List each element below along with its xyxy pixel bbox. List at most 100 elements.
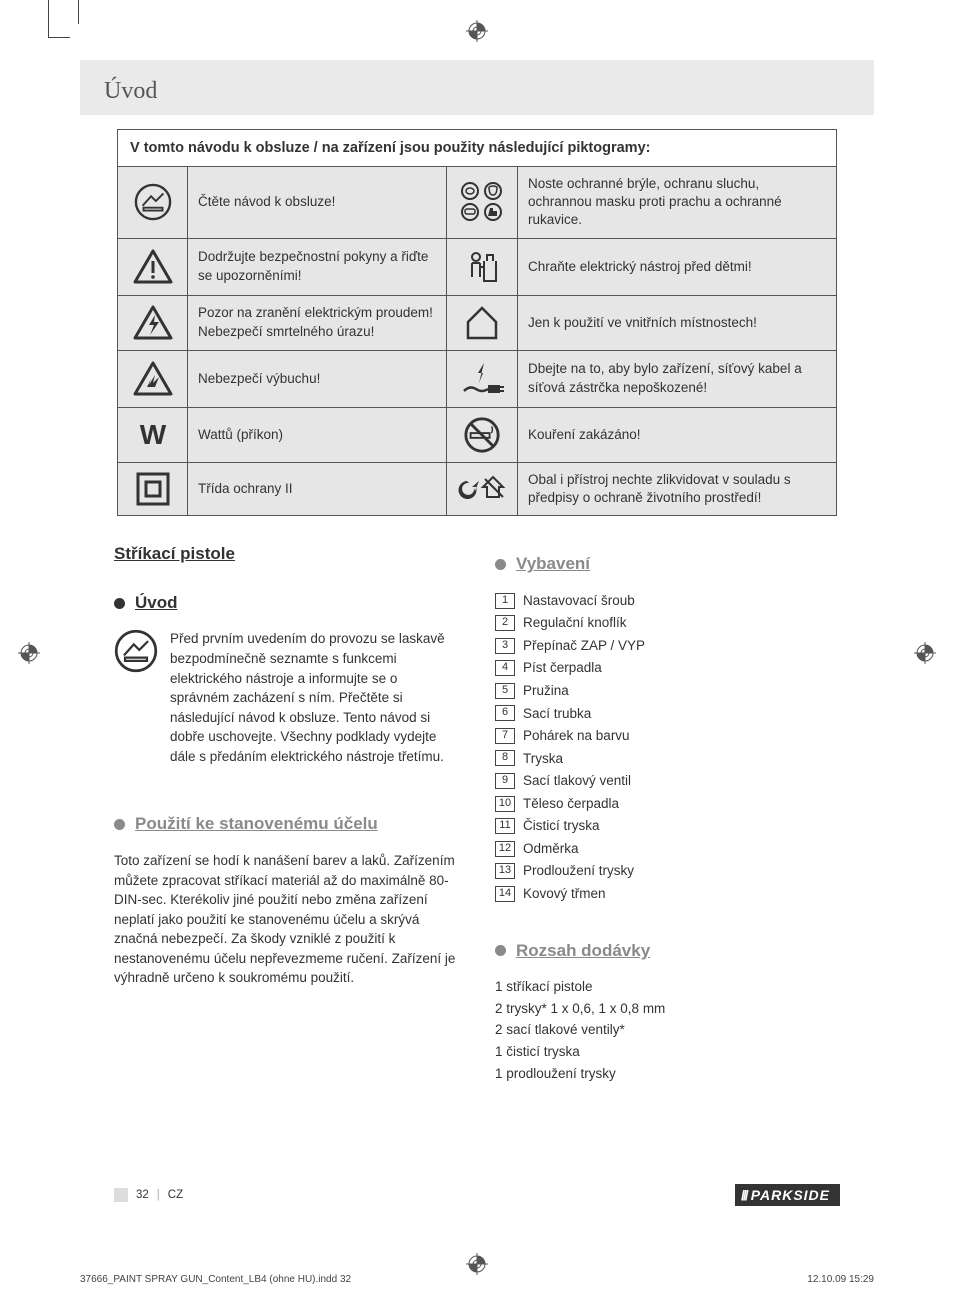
item-label: Čisticí tryska [523, 816, 600, 836]
item-number: 7 [495, 728, 515, 744]
list-item: 5 Pružina [495, 681, 840, 701]
explosion-icon [118, 350, 188, 407]
list-item: 6Sací trubka [495, 704, 840, 724]
registration-mark-icon [914, 642, 936, 664]
item-number: 12 [495, 841, 515, 857]
pictogram-row: Pozor na zranění elektrickým proudem! Ne… [118, 295, 837, 350]
list-item: 14 Kovový třmen [495, 884, 840, 904]
heading-text: Použití ke stanovenému účelu [135, 812, 378, 837]
item-number: 1 [495, 593, 515, 609]
list-item: 1 Nastavovací šroub [495, 591, 840, 611]
electric-shock-icon [118, 295, 188, 350]
pictogram-text: Chraňte elektrický nástroj před dětmi! [517, 238, 836, 295]
page-number-bar [114, 1188, 128, 1202]
page-footer: 32 | CZ ///PARKSIDE [114, 1184, 840, 1206]
pictogram-table-heading: V tomto návodu k obsluze / na zařízení j… [118, 130, 837, 167]
bullet-icon [495, 559, 506, 570]
item-label: Pohárek na barvu [523, 726, 630, 746]
keep-from-children-icon [446, 238, 517, 295]
page-title: Úvod [80, 60, 874, 115]
list-item: 9 Sací tlakový ventil [495, 771, 840, 791]
pictogram-table: V tomto návodu k obsluze / na zařízení j… [117, 129, 837, 516]
item-label: Regulační knoflík [523, 613, 627, 633]
recycle-icon [446, 462, 517, 515]
intended-use-paragraph: Toto zařízení se hodí k nanášení barev a… [114, 851, 459, 988]
list-item: 7 Pohárek na barvu [495, 726, 840, 746]
registration-mark-icon [466, 20, 488, 42]
item-number: 11 [495, 818, 515, 834]
print-metadata: 37666_PAINT SPRAY GUN_Content_LB4 (ohne … [80, 1274, 874, 1285]
pictogram-text: Čtěte návod k obsluze! [188, 167, 447, 239]
read-manual-icon [114, 629, 158, 784]
section-heading-supply: Rozsah dodávky [495, 939, 840, 964]
left-column: Stříkací pistole Úvod Před prvním uveden… [114, 542, 459, 1085]
list-item: 11 Čisticí tryska [495, 816, 840, 836]
language-code: CZ [168, 1189, 183, 1201]
item-label: Přepínač ZAP / VYP [523, 636, 645, 656]
product-title: Stříkací pistole [114, 542, 459, 567]
pictogram-row: W Wattů (příkon) Kouření zakázáno! [118, 407, 837, 462]
pictogram-row: Dodržujte bezpečnostní pokyny a řiďte se… [118, 238, 837, 295]
section-heading-equipment: Vybavení [495, 552, 840, 577]
page-content: Úvod V tomto návodu k obsluze / na zaříz… [80, 60, 874, 1230]
bullet-icon [495, 945, 506, 956]
watt-icon: W [118, 407, 188, 462]
item-number: 4 [495, 660, 515, 676]
list-item: 1 stříkací pistole [495, 977, 840, 997]
pictogram-text: Obal i přístroj nechte zlikvidovat v sou… [517, 462, 836, 515]
list-item: 12 Odměrka [495, 839, 840, 859]
class2-icon [118, 462, 188, 515]
item-label: Kovový třmen [523, 884, 606, 904]
page-number: 32 [136, 1189, 149, 1201]
section-heading-intro: Úvod [114, 591, 459, 616]
pictogram-text: Kouření zakázáno! [517, 407, 836, 462]
registration-mark-icon [18, 642, 40, 664]
pictogram-text: Nebezpečí výbuchu! [188, 350, 447, 407]
pictogram-row: Třída ochrany II Obal i přístroj nechte … [118, 462, 837, 515]
warning-icon [118, 238, 188, 295]
item-number: 14 [495, 886, 515, 902]
list-item: 2 trysky* 1 x 0,6, 1 x 0,8 mm [495, 999, 840, 1019]
item-label: Odměrka [523, 839, 579, 859]
crop-mark [78, 0, 79, 24]
list-item: 3Přepínač ZAP / VYP [495, 636, 840, 656]
list-item: 13Prodloužení trysky [495, 861, 840, 881]
pictogram-text: Třída ochrany II [188, 462, 447, 515]
bullet-icon [114, 819, 125, 830]
item-number: 9 [495, 773, 515, 789]
crop-mark [48, 0, 70, 38]
ppe-icon [446, 167, 517, 239]
item-label: Tryska [523, 749, 563, 769]
item-number: 10 [495, 796, 515, 812]
pictogram-text: Jen k použití ve vnitřních místnostech! [517, 295, 836, 350]
item-number: 8 [495, 750, 515, 766]
brand-logo: ///PARKSIDE [735, 1184, 840, 1206]
damaged-cord-icon [446, 350, 517, 407]
right-column: Vybavení 1 Nastavovací šroub 2 Regulační kn… [495, 542, 840, 1085]
pictogram-text: Wattů (příkon) [188, 407, 447, 462]
item-label: Sací tlakový ventil [523, 771, 631, 791]
item-label: Píst čerpadla [523, 658, 602, 678]
item-number: 5 [495, 683, 515, 699]
list-item: 2 Regulační knoflík [495, 613, 840, 633]
item-label: Pružina [523, 681, 569, 701]
item-label: Sací trubka [523, 704, 591, 724]
list-item: 10Těleso čerpadla [495, 794, 840, 814]
indoor-use-icon [446, 295, 517, 350]
list-item: 1 prodloužení trysky [495, 1064, 840, 1084]
no-smoking-icon [446, 407, 517, 462]
intro-paragraph: Před prvním uvedením do provozu se laska… [170, 629, 459, 766]
svg-text:W: W [139, 420, 166, 450]
pictogram-text: Pozor na zranění elektrickým proudem! Ne… [188, 295, 447, 350]
item-label: Prodloužení trysky [523, 861, 634, 881]
list-item: 4 Píst čerpadla [495, 658, 840, 678]
heading-text: Rozsah dodávky [516, 939, 650, 964]
registration-mark-icon [466, 1253, 488, 1275]
item-label: Nastavovací šroub [523, 591, 635, 611]
heading-text: Úvod [135, 591, 178, 616]
pictogram-row: Nebezpečí výbuchu! Dbejte na to, aby byl… [118, 350, 837, 407]
print-file: 37666_PAINT SPRAY GUN_Content_LB4 (ohne … [80, 1274, 351, 1285]
print-timestamp: 12.10.09 15:29 [807, 1274, 874, 1285]
equipment-list: 1 Nastavovací šroub 2 Regulační knoflík 3Pře… [495, 591, 840, 904]
item-number: 2 [495, 615, 515, 631]
